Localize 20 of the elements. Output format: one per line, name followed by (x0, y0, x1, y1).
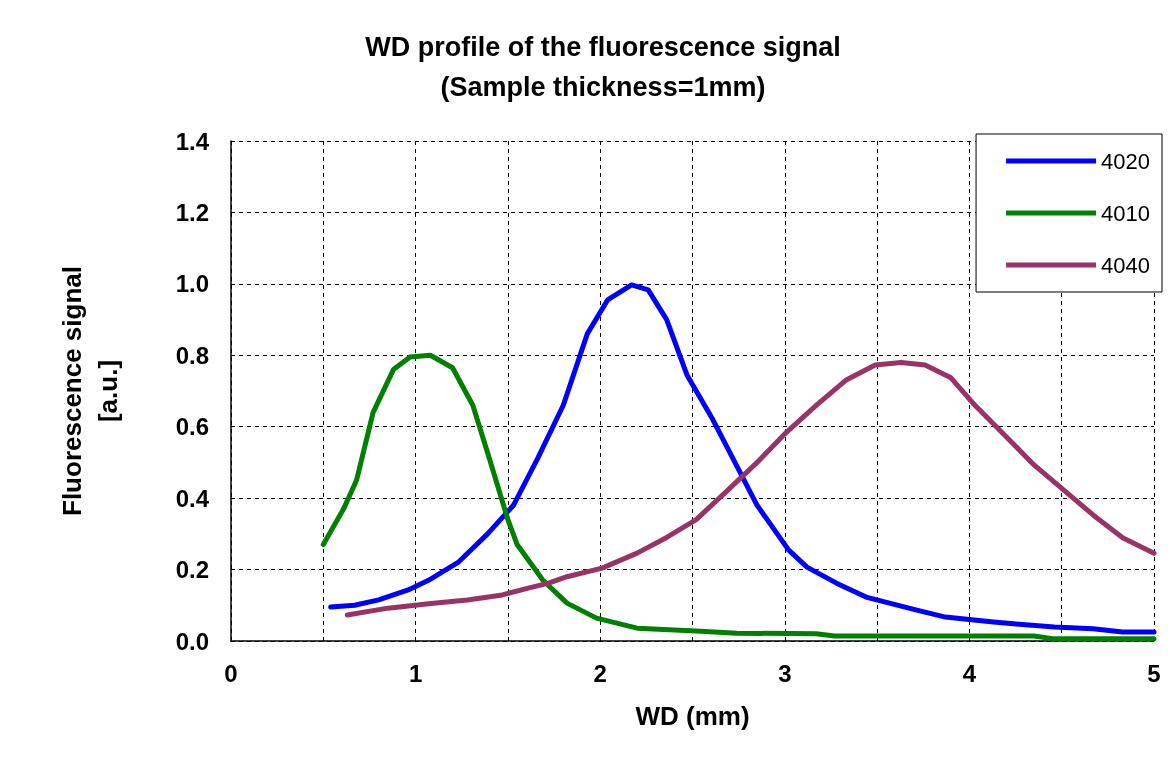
y-tick-label: 1.0 (175, 270, 209, 298)
legend-label: 4020 (1101, 148, 1151, 174)
x-tick-label: 3 (778, 659, 792, 687)
x-tick-label: 5 (1147, 659, 1161, 687)
x-tick-label: 0 (224, 659, 238, 687)
x-tick-label: 2 (593, 659, 607, 687)
x-tick-label: 4 (962, 659, 977, 687)
legend-label: 4040 (1101, 252, 1151, 278)
y-axis-title: Fluorescence signal [a.u.] (57, 266, 123, 516)
y-tick-label: 0.0 (175, 627, 209, 655)
y-tick-label: 0.6 (175, 413, 209, 441)
y-tick-label: 1.2 (175, 198, 209, 226)
x-tick-label: 1 (408, 659, 423, 687)
chart-title: WD profile of the fluorescence signal (Sample thickness=1mm) (365, 32, 841, 102)
y-tick-label: 0.4 (175, 484, 210, 512)
legend-label: 4010 (1101, 200, 1151, 226)
y-tick-label: 1.4 (175, 127, 210, 155)
x-axis-title: WD (mm) (635, 701, 750, 731)
y-tick-label: 0.2 (175, 556, 209, 584)
y-tick-label: 0.8 (175, 341, 209, 369)
